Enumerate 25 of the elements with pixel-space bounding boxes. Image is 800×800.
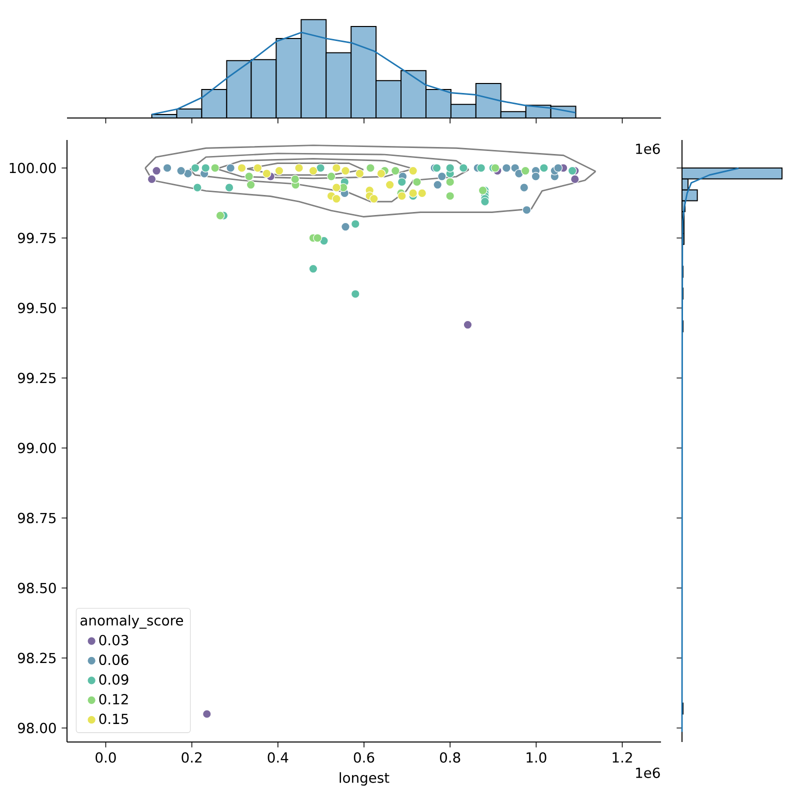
x-axis-title: longest: [340, 772, 390, 786]
y-tick-label: 98.50: [18, 582, 56, 594]
text: 1e6: [636, 768, 660, 778]
x-tick-label: 0.8: [440, 752, 460, 763]
y-tick-label: 100.00: [10, 162, 56, 174]
legend-label: 0.03: [99, 634, 128, 646]
x-tick-label: 0.4: [268, 752, 288, 763]
x-tick-label: 0.6: [354, 752, 374, 763]
x-tick-label: 0.2: [182, 752, 202, 763]
x-tick-label: 1.2: [612, 752, 632, 763]
y-tick-label: 99.00: [18, 442, 56, 454]
y-tick-label: 98.75: [18, 512, 56, 524]
y-tick-label: 98.25: [18, 652, 56, 664]
legend-label: 0.09: [99, 674, 128, 685]
annotation: 1e6: [636, 144, 660, 154]
y-tick-label: 99.75: [18, 232, 56, 244]
y-tick-label: 98.00: [18, 722, 56, 734]
x-tick-label: 0.0: [96, 752, 116, 763]
legend-title: anomaly_score: [80, 614, 184, 629]
legend-label: 0.12: [99, 694, 128, 704]
y-tick-label: 99.25: [18, 372, 56, 384]
legend-label: 0.15: [99, 714, 128, 724]
legend-label: 0.06: [99, 654, 128, 666]
x-tick-label: 1.0: [526, 752, 546, 763]
y-tick-label: 99.50: [18, 302, 56, 314]
